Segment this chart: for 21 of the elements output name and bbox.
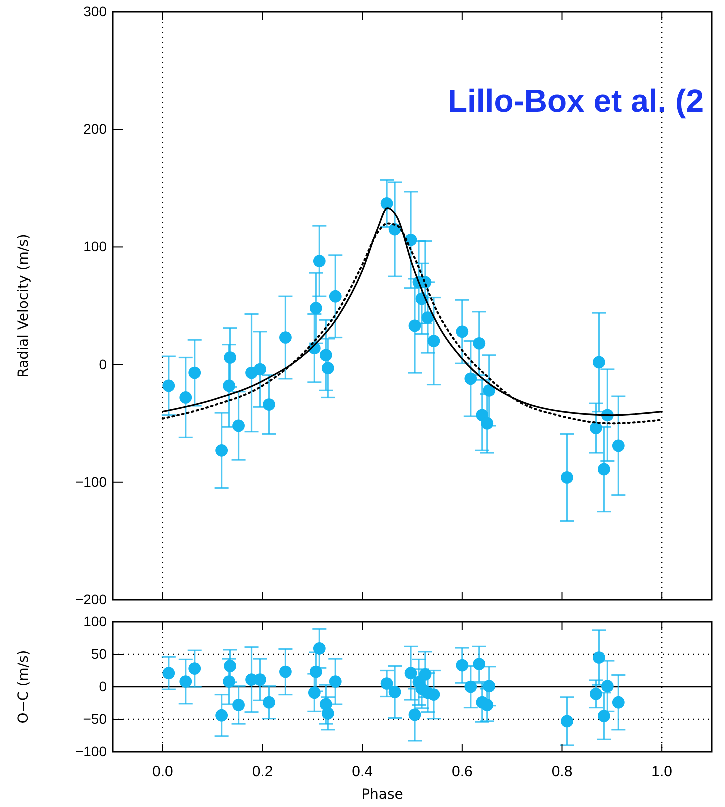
- y-tick-label: 100: [84, 238, 108, 255]
- y-tick-label: 0: [99, 356, 108, 372]
- x-tick-label: 0.4: [352, 764, 374, 781]
- y-tick-label: 0: [99, 678, 108, 694]
- y-tick-label: 50: [91, 646, 108, 662]
- annotation: Lillo-Box et al. (2: [448, 83, 704, 119]
- x-axis-title: Phase: [362, 787, 404, 803]
- y-tick-label: −100: [75, 474, 108, 490]
- y-tick-label: 100: [84, 613, 108, 630]
- x-tick-label: 0.8: [552, 764, 573, 781]
- y-tick-label: −50: [83, 710, 108, 727]
- x-tick-label: 0.2: [252, 764, 274, 781]
- y-tick-label: 300: [84, 3, 108, 20]
- y-axis-title: Radial Velocity (m/s): [16, 234, 32, 378]
- y-tick-label: 200: [84, 121, 108, 138]
- x-tick-label: 1.0: [652, 764, 673, 781]
- x-tick-label: 0.0: [152, 764, 174, 781]
- y-tick-label: −200: [75, 591, 108, 608]
- y-axis-title: O−C (m/s): [16, 650, 32, 724]
- x-tick-label: 0.6: [452, 764, 473, 781]
- y-tick-label: −100: [75, 743, 108, 760]
